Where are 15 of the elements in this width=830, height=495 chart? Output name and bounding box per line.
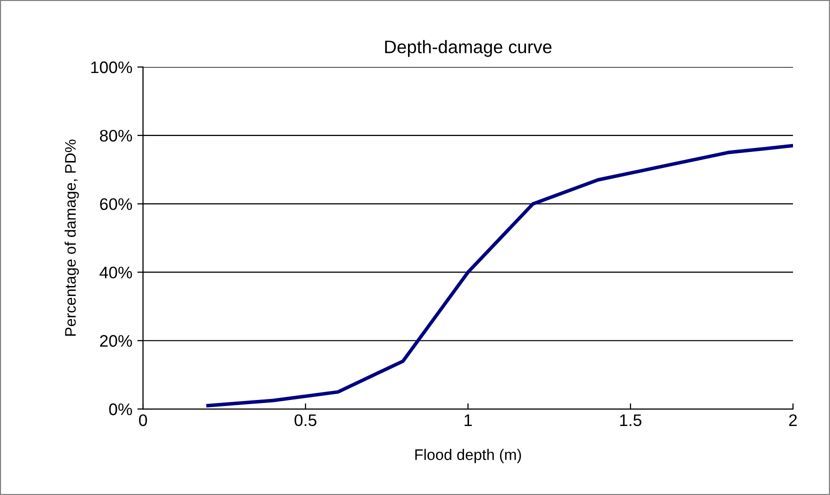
y-tick-label: 0%: [109, 403, 132, 416]
x-tick-label: 0.5: [294, 414, 316, 426]
y-tick-label: 80%: [100, 130, 132, 142]
x-axis-title: Flood depth (m): [415, 448, 521, 464]
y-tick-label: 20%: [100, 335, 132, 347]
y-axis-title: Percentage of damage, PD%: [64, 140, 79, 336]
x-tick-label: 2: [789, 414, 797, 426]
y-tick-label: 40%: [100, 266, 132, 278]
x-tick-label: 1: [464, 414, 472, 426]
chart-title: Depth-damage curve: [385, 40, 552, 57]
x-tick-label: 0: [139, 414, 147, 426]
line-series: [206, 144, 793, 408]
y-tick-label: 100%: [91, 61, 132, 74]
y-tick-label: 60%: [100, 198, 132, 210]
x-tick-label: 1.5: [620, 414, 642, 426]
